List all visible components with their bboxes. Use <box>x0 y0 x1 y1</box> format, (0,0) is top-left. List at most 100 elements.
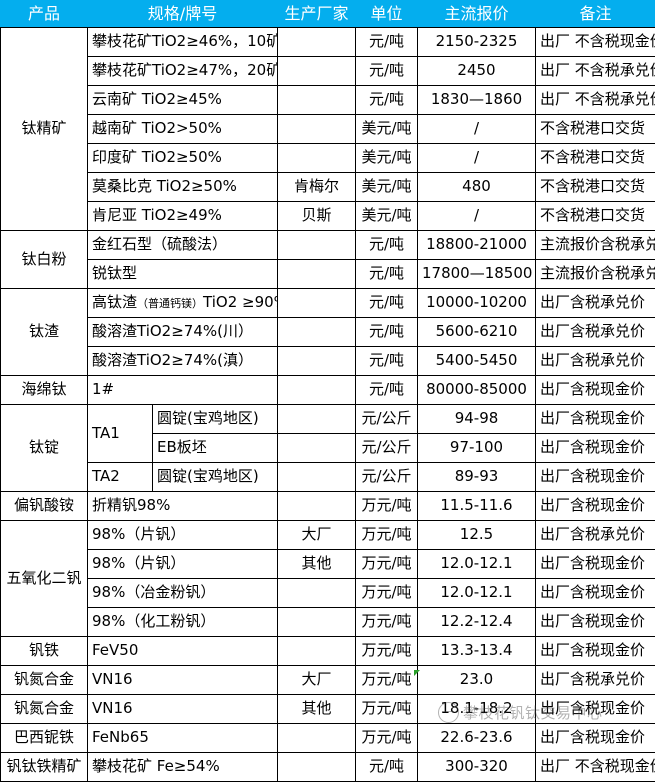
unit-cell: 元/吨 <box>356 289 418 318</box>
manufacturer-cell: 其他 <box>278 695 356 724</box>
note-cell: 出厂含税现金价 <box>536 376 655 405</box>
unit-cell: 元/吨 <box>356 28 418 57</box>
price-cell: / <box>418 115 536 144</box>
manufacturer-cell <box>278 318 356 347</box>
table-row: 肯尼亚 TiO2≥49%贝斯美元/吨/不含税港口交货 <box>1 202 655 231</box>
product-group-cell: 钛锭 <box>1 405 88 492</box>
price-cell: 22.6-23.6 <box>418 724 536 753</box>
manufacturer-cell: 大厂 <box>278 666 356 695</box>
price-cell: / <box>418 202 536 231</box>
manufacturer-cell <box>278 57 356 86</box>
note-cell: 出厂含税承兑价 <box>536 521 655 550</box>
manufacturer-cell <box>278 579 356 608</box>
note-cell: 不含税港口交货 <box>536 202 655 231</box>
manufacturer-cell <box>278 347 356 376</box>
header-spec: 规格/牌号 <box>88 1 278 28</box>
note-cell: 出厂含税现金价 <box>536 724 655 753</box>
unit-cell: 元/吨 <box>356 57 418 86</box>
unit-cell: 元/公斤 <box>356 405 418 434</box>
spec-cell: 98%（片钒） <box>88 521 278 550</box>
product-group-cell: 五氧化二钒 <box>1 521 88 637</box>
note-cell: 出厂含税现金价 <box>536 550 655 579</box>
unit-cell: 元/吨 <box>356 231 418 260</box>
unit-cell: 元/吨 <box>356 753 418 782</box>
price-cell: 480 <box>418 173 536 202</box>
spec-cell: 98%（化工粉钒） <box>88 608 278 637</box>
spec-cell: 越南矿 TiO2>50% <box>88 115 278 144</box>
spec-suffix: TiO2 ≥90% <box>203 293 277 311</box>
price-cell: 17800—18500 <box>418 260 536 289</box>
note-cell: 出厂含税现金价 <box>536 492 655 521</box>
spec-cell: 金红石型（硫酸法） <box>88 231 278 260</box>
unit-cell: 美元/吨 <box>356 173 418 202</box>
manufacturer-cell <box>278 28 356 57</box>
product-group-cell: 钒氮合金 <box>1 695 88 724</box>
unit-cell: 万元/吨 <box>356 608 418 637</box>
header-manufacturer: 生产厂家 <box>278 1 356 28</box>
unit-cell: 万元/吨 <box>356 695 418 724</box>
price-cell: 5600-6210 <box>418 318 536 347</box>
unit-cell: 万元/吨 <box>356 666 418 695</box>
price-cell: 18.1-18.2 <box>418 695 536 724</box>
price-cell: 80000-85000 <box>418 376 536 405</box>
header-price: 主流报价 <box>418 1 536 28</box>
price-cell: 13.3-13.4 <box>418 637 536 666</box>
manufacturer-cell: 贝斯 <box>278 202 356 231</box>
unit-cell: 元/公斤 <box>356 463 418 492</box>
manufacturer-cell <box>278 115 356 144</box>
manufacturer-cell <box>278 753 356 782</box>
manufacturer-cell <box>278 289 356 318</box>
spec-cell: FeNb65 <box>88 724 278 753</box>
price-cell: 300-320 <box>418 753 536 782</box>
manufacturer-cell: 肯梅尔 <box>278 173 356 202</box>
price-cell: / <box>418 144 536 173</box>
manufacturer-cell <box>278 724 356 753</box>
note-cell: 出厂含税现金价 <box>536 695 655 724</box>
note-cell: 出厂含税现金价 <box>536 637 655 666</box>
spec-cell: 莫桑比克 TiO2≥50% <box>88 173 278 202</box>
product-group-cell: 钛渣 <box>1 289 88 376</box>
note-cell: 出厂含税承兑价 <box>536 666 655 695</box>
manufacturer-cell <box>278 608 356 637</box>
note-cell: 不含税港口交货 <box>536 173 655 202</box>
spec-detail-cell: EB板坯 <box>153 434 278 463</box>
note-cell: 主流报价含税承兑 <box>536 231 655 260</box>
unit-cell: 元/吨 <box>356 260 418 289</box>
note-cell: 出厂含税现金价 <box>536 463 655 492</box>
price-cell: 11.5-11.6 <box>418 492 536 521</box>
product-group-cell: 海绵钛 <box>1 376 88 405</box>
price-cell: 2150-2325 <box>418 28 536 57</box>
price-cell: 89-93 <box>418 463 536 492</box>
product-group-cell: 钒铁 <box>1 637 88 666</box>
manufacturer-cell: 其他 <box>278 550 356 579</box>
manufacturer-cell <box>278 463 356 492</box>
unit-cell: 万元/吨 <box>356 724 418 753</box>
price-cell: 12.0-12.1 <box>418 550 536 579</box>
spec-prefix: 高钛渣 <box>92 293 137 311</box>
unit-cell: 元/吨 <box>356 376 418 405</box>
manufacturer-cell <box>278 405 356 434</box>
spec-cell: 攀枝花矿TiO2≥46%，10矿 <box>88 28 278 57</box>
spec-cell: FeV50 <box>88 637 278 666</box>
product-group-cell: 钒氮合金 <box>1 666 88 695</box>
spec-cell: 1# <box>88 376 278 405</box>
price-cell: 2450 <box>418 57 536 86</box>
unit-cell: 美元/吨 <box>356 144 418 173</box>
unit-cell: 美元/吨 <box>356 202 418 231</box>
